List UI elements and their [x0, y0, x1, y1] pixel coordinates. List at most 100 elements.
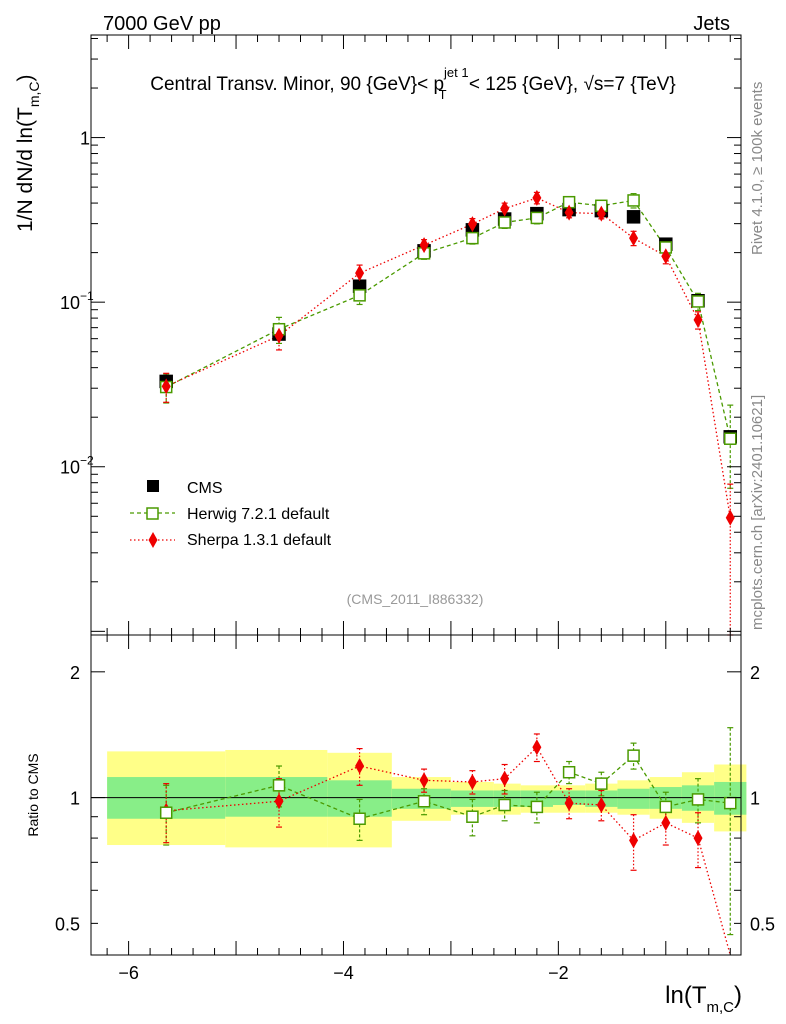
x-tick-label: −2 — [548, 963, 569, 983]
plot-title-sub: T — [439, 87, 447, 102]
herwig-ratio-point — [498, 798, 511, 812]
plot-title: Central Transv. Minor, 90 {GeV}< pjet 1 T… — [150, 65, 676, 102]
legend: CMS Herwig 7.2.1 default Sherpa 1.3.1 de… — [130, 480, 332, 549]
sherpa-data-point — [596, 205, 606, 222]
mcplots-reference-label: mcplots.cern.ch [arXiv:2401.10621] — [749, 395, 766, 630]
sherpa-data-point — [564, 204, 574, 221]
sherpa-data-point — [725, 509, 735, 526]
herwig-ratio-point — [530, 800, 544, 814]
sherpa-ratio-point — [661, 814, 671, 831]
legend-marker-sherpa — [148, 532, 158, 548]
main-plot-area — [159, 189, 738, 636]
ratio-y-label: Ratio to CMS — [25, 753, 41, 836]
x-axis-label: ln(Tm,C) — [665, 982, 742, 1016]
sqrt-symbol: √ — [583, 74, 594, 95]
herwig-data-point — [530, 211, 544, 225]
herwig-ratio-point — [595, 777, 608, 790]
ratio-tick-labels: 0.5 0.5 1 1 2 2 — [55, 663, 775, 935]
herwig-ratio-point — [272, 779, 286, 792]
herwig-line — [165, 199, 731, 439]
ratio-band-inner — [617, 788, 650, 809]
plot-title-post: s=7 {TeV} — [594, 74, 676, 95]
herwig-ratio-point — [466, 810, 479, 823]
ratio-plot-area — [91, 727, 747, 956]
ratio-band-inner — [450, 790, 494, 807]
sherpa-data-point — [274, 327, 284, 344]
sherpa-data-point — [419, 237, 429, 254]
ratio-tick-label-left: 0.5 — [55, 914, 80, 934]
ratio-frame — [90, 634, 742, 956]
sherpa-ratio-point — [564, 795, 574, 812]
main-y-tick-exp: −2 — [80, 454, 94, 468]
sherpa-data-point — [467, 216, 477, 233]
plot-title-sup: jet 1 — [443, 65, 469, 80]
main-y-tick-base: 10 — [60, 293, 80, 313]
sherpa-ratio-point — [532, 739, 542, 756]
sherpa-data-point — [629, 230, 639, 247]
herwig-ratio-point — [159, 806, 173, 819]
herwig-ratio-point — [627, 749, 640, 762]
plot-title-pre: Central Transv. Minor, 90 {GeV}< p — [150, 74, 444, 95]
cms-data-point — [626, 210, 641, 224]
herwig-ratio-point — [691, 793, 705, 806]
legend-label-herwig: Herwig 7.2.1 default — [187, 506, 330, 523]
sherpa-ratio-point — [274, 793, 284, 810]
legend-marker-cms — [147, 480, 159, 492]
y-axis-label: 1/N dN/d ln(Tm,C) — [14, 74, 42, 232]
main-axis-ticks — [91, 35, 741, 635]
main-y-tick-exp: −1 — [80, 289, 94, 303]
main-y-tick-label: 10−1 — [60, 289, 94, 313]
herwig-data-point — [691, 295, 705, 308]
sherpa-ratio-point — [419, 772, 429, 789]
sherpa-data-point — [500, 200, 510, 217]
y-axis-label-pre: 1/N dN/d ln(T — [14, 107, 37, 232]
ratio-tick-label-right: 0.5 — [750, 914, 775, 934]
herwig-ratio-point — [562, 765, 576, 779]
herwig-ratio-point — [724, 796, 737, 810]
x-axis-label-sub: m,C — [707, 999, 735, 1016]
main-panel: 10−210−11 — [60, 34, 742, 636]
legend-marker-herwig — [146, 507, 159, 520]
x-axis-label-post: ) — [734, 982, 742, 1009]
main-y-tick-labels: 10−210−11 — [60, 129, 94, 478]
sherpa-data-point — [693, 311, 703, 328]
herwig-data-point — [724, 432, 737, 445]
herwig-data-point — [466, 231, 479, 245]
ratio-tick-label-left: 1 — [70, 789, 80, 809]
sherpa-data-point — [661, 248, 671, 265]
main-y-tick-label: 1 — [80, 129, 90, 149]
sherpa-ratio-point — [596, 797, 606, 814]
herwig-ratio-point — [659, 800, 673, 814]
herwig-ratio-point — [353, 812, 366, 825]
analysis-watermark: (CMS_2011_I886332) — [347, 591, 484, 607]
main-y-tick-base: 10 — [60, 458, 80, 478]
herwig-data-point — [627, 194, 640, 207]
main-y-tick-label: 10−2 — [60, 454, 94, 478]
sherpa-data-point — [355, 265, 365, 282]
sherpa-ratio-point — [355, 758, 365, 775]
ratio-panel: 0.5 0.5 1 1 2 2 — [55, 634, 775, 956]
sherpa-data-point — [532, 189, 542, 206]
ratio-tick-label-right: 2 — [750, 663, 760, 683]
ratio-tick-label-right: 1 — [750, 789, 760, 809]
sherpa-ratio-point — [693, 830, 703, 847]
y-axis-label-post: ) — [14, 74, 37, 81]
rivet-version-label: Rivet 4.1.0, ≥ 100k events — [749, 82, 766, 255]
sherpa-data-point — [161, 378, 171, 395]
x-tick-label: −4 — [333, 963, 354, 983]
ratio-axis-ticks — [91, 635, 741, 955]
energy-label: 7000 GeV pp — [103, 13, 221, 35]
sherpa-ratio-point — [467, 773, 477, 790]
x-tick-labels: −6 −4 −2 — [118, 963, 568, 983]
herwig-ratio-point — [417, 795, 431, 808]
x-axis-label-pre: ln(T — [665, 982, 707, 1009]
herwig-data-point — [498, 216, 511, 229]
sherpa-ratio-point — [500, 770, 510, 787]
x-tick-label: −6 — [118, 963, 139, 983]
legend-label-sherpa: Sherpa 1.3.1 default — [187, 532, 332, 549]
ratio-tick-label-left: 2 — [70, 663, 80, 683]
sherpa-ratio-point — [629, 832, 639, 849]
y-axis-label-sub: m,C — [26, 81, 42, 107]
herwig-data-point — [353, 289, 366, 302]
